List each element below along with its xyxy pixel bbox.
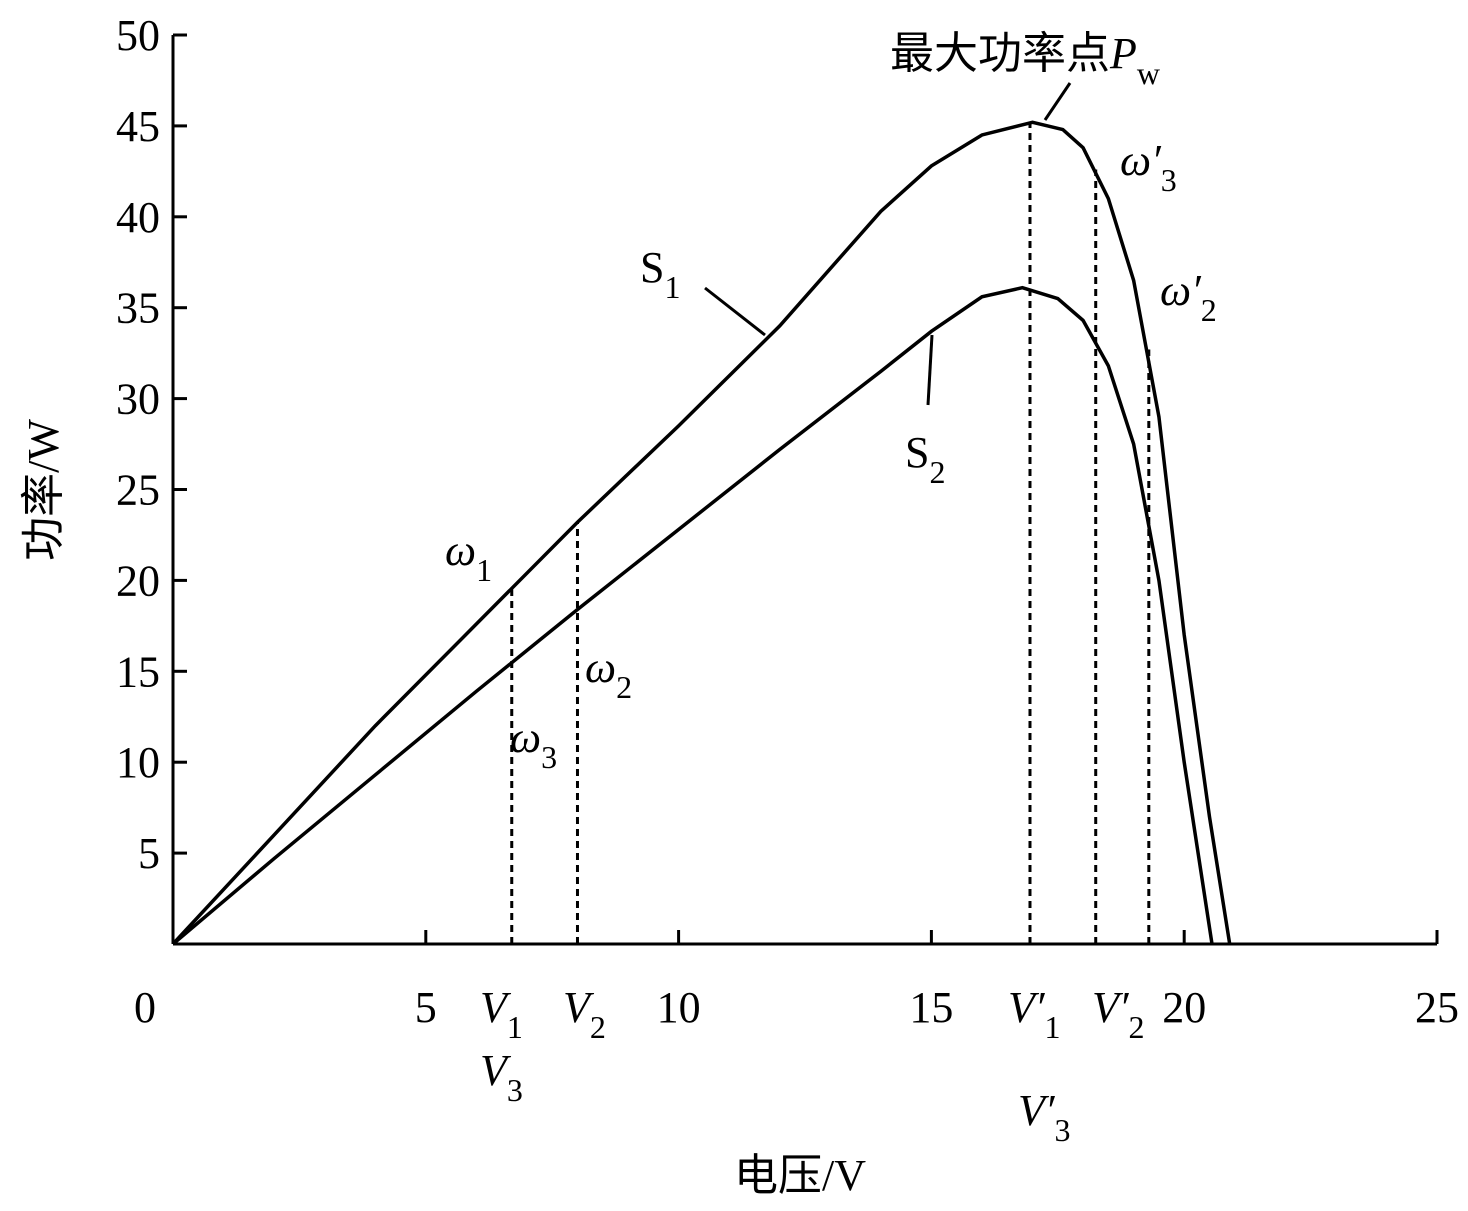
annotation: V1 — [480, 983, 523, 1045]
annotation: V′2 — [1092, 983, 1145, 1045]
annotation-variable: ω — [445, 526, 476, 575]
annotation: ω′2 — [1160, 266, 1217, 328]
annotation: V′1 — [1008, 983, 1061, 1045]
series-line — [171, 285, 1214, 946]
annotation-subscript: 3 — [541, 739, 557, 775]
leader-line — [1043, 82, 1072, 121]
x-tick-label: 25 — [1415, 983, 1459, 1032]
annotation-subscript: w — [1137, 55, 1160, 91]
annotation-variable: P — [1109, 29, 1137, 78]
annotation-variable: V′ — [1092, 983, 1130, 1032]
y-tick-label: 40 — [116, 193, 160, 242]
annotation-variable: V′ — [1008, 983, 1046, 1032]
y-tick-label: 20 — [116, 556, 160, 605]
leader-line — [704, 286, 766, 337]
annotation: V′3 — [1018, 1086, 1071, 1148]
y-tick-label: 35 — [116, 284, 160, 333]
x-tick-label: 20 — [1162, 983, 1206, 1032]
annotation: ω2 — [585, 643, 632, 705]
annotation: S2 — [905, 428, 945, 490]
annotation-subscript: 2 — [1201, 292, 1217, 328]
annotation-text: S — [640, 243, 664, 292]
y-tick-label: 5 — [138, 829, 160, 878]
leader-line — [926, 334, 934, 406]
annotation: S1 — [640, 243, 680, 305]
annotation-variable: ω′ — [1120, 136, 1162, 185]
y-tick-label: 25 — [116, 466, 160, 515]
annotation: ω′3 — [1120, 136, 1177, 198]
y-tick-label: 15 — [116, 647, 160, 696]
y-tick-label: 45 — [116, 102, 160, 151]
annotation: ω3 — [510, 713, 557, 775]
annotation-variable: V — [480, 1046, 512, 1095]
x-tick-label: 10 — [657, 983, 701, 1032]
annotation-variable: V — [480, 983, 512, 1032]
annotation-variable: V — [563, 983, 595, 1032]
y-axis-label: 功率/W — [19, 419, 68, 561]
annotation-variable: ω — [585, 643, 616, 692]
annotation-subscript: 2 — [616, 669, 632, 705]
annotation-variable: ω′ — [1160, 266, 1202, 315]
annotation-subscript: 3 — [1161, 162, 1177, 198]
x-tick-label: 15 — [909, 983, 953, 1032]
annotation-subscript: 3 — [507, 1072, 523, 1108]
annotation: ω1 — [445, 526, 492, 588]
annotation-subscript: 1 — [476, 552, 492, 588]
y-tick-label: 10 — [116, 738, 160, 787]
annotation: V2 — [563, 983, 606, 1045]
x-tick-label: 5 — [415, 983, 437, 1032]
annotation: 最大功率点Pw — [890, 29, 1160, 91]
x-axis-label: 电压/V — [734, 1151, 866, 1200]
y-tick-label: 50 — [116, 11, 160, 60]
annotation-subscript: 2 — [929, 454, 945, 490]
annotation-subscript: 1 — [507, 1009, 523, 1045]
annotation: V3 — [480, 1046, 523, 1108]
annotation-subscript: 1 — [664, 269, 680, 305]
annotation-text: S — [905, 428, 929, 477]
series-line — [171, 120, 1232, 946]
annotation-subscript: 2 — [1129, 1009, 1145, 1045]
annotation-subscript: 1 — [1045, 1009, 1061, 1045]
x-tick-label: 0 — [134, 983, 156, 1032]
annotation-variable: V′ — [1018, 1086, 1056, 1135]
annotation-subscript: 2 — [590, 1009, 606, 1045]
y-tick-label: 30 — [116, 375, 160, 424]
annotation-subscript: 3 — [1055, 1112, 1071, 1148]
annotation-text: 最大功率点 — [890, 29, 1110, 78]
annotation-variable: ω — [510, 713, 541, 762]
